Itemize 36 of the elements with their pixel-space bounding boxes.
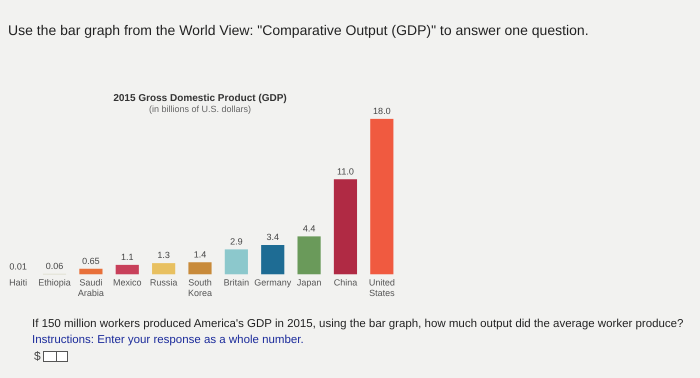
x-tick-label: China (334, 277, 358, 288)
bar (224, 249, 248, 274)
text: Use the bar graph from the World View: "Comparative Output (GDP)" to answer one question. (8, 22, 589, 38)
bar (152, 263, 176, 274)
chart-subtitle: (in billions of U.S. dollars) (148, 104, 252, 114)
bar (261, 245, 284, 274)
chart-title: 2015 Gross Domestic Product (GDP) (113, 92, 287, 104)
data-label: 0.06 (46, 260, 64, 271)
x-tick-label: Russia (150, 277, 178, 288)
x-tick-label: Japan (296, 277, 322, 288)
bar (370, 118, 394, 274)
text: If 150 million workers produced America's GDP in 2015, using the bar graph, how much output did the average worker produce? (32, 318, 684, 330)
data-label: 0.01 (9, 261, 27, 272)
data-label: 11.0 (337, 166, 354, 176)
bar (334, 179, 358, 274)
data-label: 2.9 (230, 236, 243, 246)
x-tick-label: United States (368, 277, 396, 298)
data-label: 1.3 (157, 250, 170, 260)
bar (298, 236, 321, 274)
x-tick-label: South Korea (188, 277, 212, 298)
bar (116, 264, 139, 274)
x-tick-label: Haiti (9, 277, 28, 288)
data-label: 1.1 (121, 252, 134, 262)
data-label: 3.4 (266, 232, 279, 242)
x-tick-label: Mexico (113, 277, 142, 288)
x-tick-label: Ethiopia (38, 277, 71, 288)
text: Instructions: Enter your response as a whole number. (32, 334, 304, 346)
data-label: 1.4 (194, 249, 206, 260)
text: $ (34, 349, 41, 363)
x-tick-label: Saudi Arabia (78, 277, 104, 298)
data-label: 0.65 (82, 256, 100, 266)
x-tick-label: Britain (224, 277, 250, 288)
data-label: 18.0 (373, 106, 391, 116)
data-label: 4.4 (302, 223, 316, 234)
x-tick-label: Germany (254, 277, 292, 288)
bar (188, 262, 212, 274)
